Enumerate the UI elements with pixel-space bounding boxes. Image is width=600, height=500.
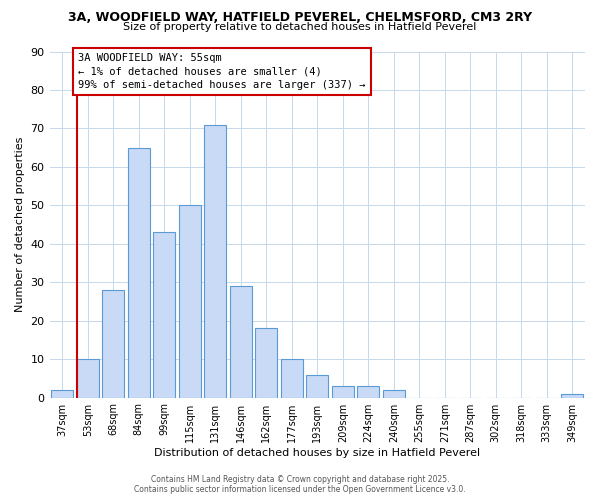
Bar <box>179 206 200 398</box>
Bar <box>358 386 379 398</box>
Bar <box>154 232 175 398</box>
Bar <box>52 390 73 398</box>
Bar <box>281 359 302 398</box>
Bar <box>77 359 98 398</box>
Text: 3A, WOODFIELD WAY, HATFIELD PEVEREL, CHELMSFORD, CM3 2RY: 3A, WOODFIELD WAY, HATFIELD PEVEREL, CHE… <box>68 11 532 24</box>
Y-axis label: Number of detached properties: Number of detached properties <box>15 137 25 312</box>
Bar <box>256 328 277 398</box>
Text: 3A WOODFIELD WAY: 55sqm
← 1% of detached houses are smaller (4)
99% of semi-deta: 3A WOODFIELD WAY: 55sqm ← 1% of detached… <box>78 54 365 90</box>
Text: Size of property relative to detached houses in Hatfield Peverel: Size of property relative to detached ho… <box>124 22 476 32</box>
Text: Contains HM Land Registry data © Crown copyright and database right 2025.
Contai: Contains HM Land Registry data © Crown c… <box>134 474 466 494</box>
Bar <box>562 394 583 398</box>
Bar <box>307 374 328 398</box>
Bar <box>332 386 353 398</box>
Bar <box>205 124 226 398</box>
X-axis label: Distribution of detached houses by size in Hatfield Peverel: Distribution of detached houses by size … <box>154 448 481 458</box>
Bar <box>103 290 124 398</box>
Bar <box>383 390 404 398</box>
Bar <box>230 286 251 398</box>
Bar <box>128 148 149 398</box>
